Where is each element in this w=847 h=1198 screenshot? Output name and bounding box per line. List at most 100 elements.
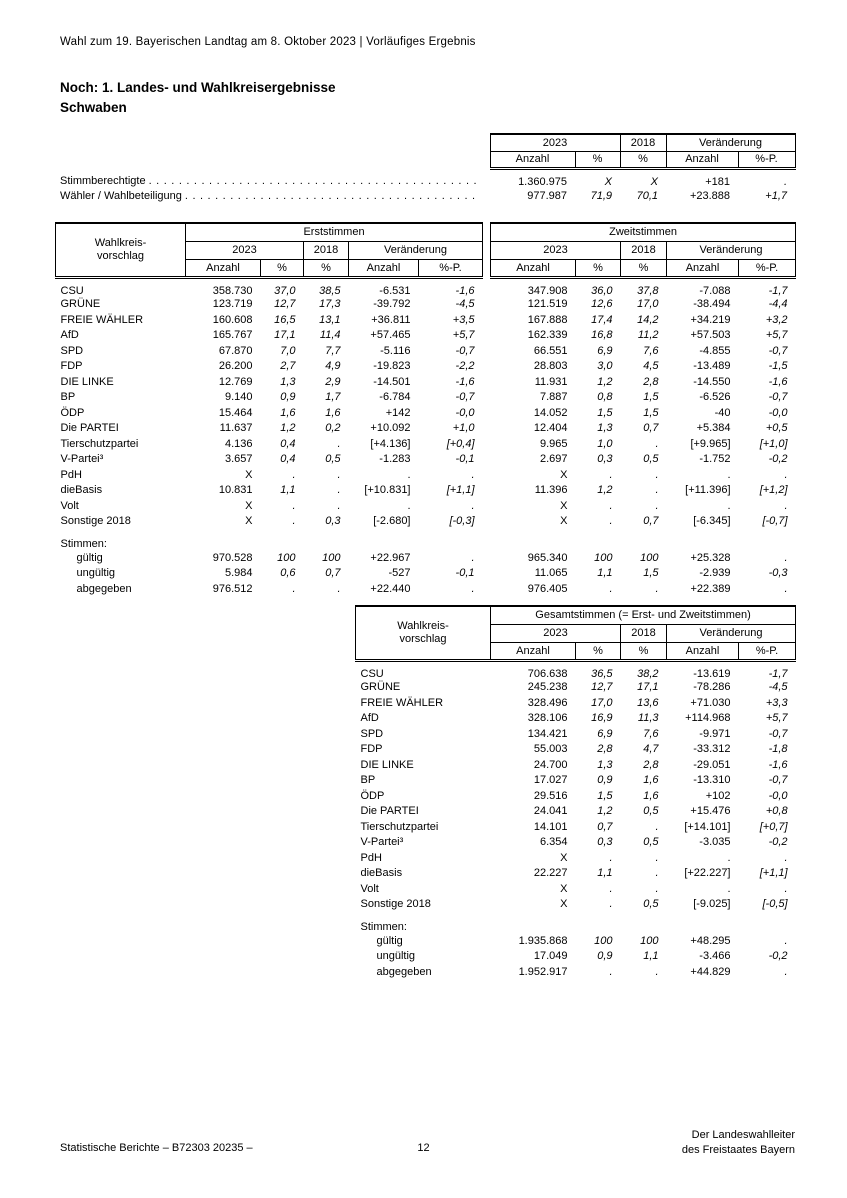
value-cell: 1,2	[280, 422, 296, 435]
value-cell: 328.496	[527, 696, 568, 709]
value-cell: 12.769	[218, 375, 253, 388]
spacer	[483, 259, 491, 277]
value-cell: X	[650, 175, 659, 188]
value-cell: -13.310	[693, 774, 731, 787]
row-label: Sonstige 2018	[60, 515, 131, 528]
title-line-1: Noch: 1. Landes- und Wahlkreisergebnisse	[60, 80, 336, 95]
value-cell: -0,2	[768, 453, 788, 466]
value-cell: -33.312	[693, 743, 731, 756]
value-cell: 12,7	[591, 681, 613, 694]
value-cell: 36,5	[591, 667, 613, 680]
stub-line-1: Wahlkreis-	[94, 236, 147, 249]
value-cell: +5,7	[765, 329, 788, 342]
value-cell: 14.052	[533, 406, 568, 419]
value-cell: 29.516	[533, 789, 568, 802]
value-cell: -3.466	[699, 950, 731, 963]
value-cell: +57.465	[370, 329, 411, 342]
value-cell: -0,7	[768, 344, 788, 357]
spacer	[483, 223, 491, 241]
value-cell: -38.494	[693, 298, 731, 311]
col-header-pct: %	[619, 150, 667, 170]
value-cell: 15.464	[218, 406, 253, 419]
value-cell: -0,0	[768, 789, 788, 802]
row-label: Die PARTEI	[60, 422, 119, 435]
spacer	[483, 359, 491, 375]
col-header-2023: 2023	[489, 133, 621, 152]
spacer	[483, 390, 491, 406]
spacer	[483, 452, 491, 468]
value-cell: -1.752	[699, 453, 731, 466]
value-cell: 0,5	[643, 805, 659, 818]
value-cell: -0,1	[455, 567, 475, 580]
value-cell: .	[337, 499, 341, 512]
value-cell: 358.730	[212, 284, 253, 297]
value-cell: .	[655, 882, 659, 895]
value-cell: .	[609, 582, 613, 595]
party-row: FDP 26.200 2,7 4,9 -19.823 -2,2 28.803 3,0 4,5 -1…	[56, 359, 796, 375]
page-title: Noch: 1. Landes- und Wahlkreisergebnisse…	[60, 78, 336, 118]
value-cell: +25.328	[690, 551, 731, 564]
col-header-pct: %	[303, 258, 349, 279]
col-header-anzahl: Anzahl	[490, 641, 576, 662]
value-cell: .	[609, 882, 613, 895]
party-row: Sonstige 2018 X. 0,3 [-2.680] [-0,3] X. 0,7 [-6…	[56, 514, 796, 530]
value-cell: -14.550	[693, 375, 731, 388]
dotted-leader	[182, 190, 480, 202]
value-cell: +3,2	[765, 313, 788, 326]
value-cell: 1,5	[643, 391, 659, 404]
party-row: GRÜNE 245.238 12,7 17,1 -78.286 -4,5	[356, 680, 796, 696]
summary-header: 2023 2018 Veränderung Anzahl % % Anzahl …	[60, 133, 796, 170]
value-cell: [-0,3]	[449, 515, 475, 528]
spacer	[483, 405, 491, 421]
value-cell: 7,0	[280, 344, 296, 357]
votes-table-header: Wahlkreis- vorschlag Erststimmen Zweitst…	[55, 222, 797, 279]
value-cell: -13.489	[693, 360, 731, 373]
value-cell: 977.987	[527, 189, 567, 202]
row-label: FREIE WÄHLER	[60, 313, 144, 326]
party-row: gültig 1.935.868 100 100 +48.295.	[356, 933, 796, 949]
value-cell: .	[784, 582, 788, 595]
party-row: FDP 55.003 2,8 4,7 -33.312 -1,8	[356, 742, 796, 758]
party-row: ÖDP 15.464 1,6 1,6 +142 -0,0 14.052 1,5 1,5 -40 -0…	[56, 405, 796, 421]
value-cell: +181	[705, 175, 731, 188]
row-label: gültig	[76, 551, 103, 564]
value-cell: 66.551	[533, 344, 568, 357]
party-row: BP 17.027 0,9 1,6 -13.310 -0,7	[356, 773, 796, 789]
row-label: GRÜNE	[60, 298, 101, 311]
value-cell: 1,6	[643, 774, 659, 787]
value-cell: 28.803	[533, 360, 568, 373]
value-cell: 17,1	[637, 681, 659, 694]
value-cell: 2,7	[280, 360, 296, 373]
value-cell: [+11.396]	[685, 484, 731, 497]
col-header-2023: 2023	[185, 240, 304, 260]
party-row: abgegeben 1.952.917.. +44.829.	[356, 964, 796, 980]
value-cell: -1,6	[768, 758, 788, 771]
value-cell: 17,4	[591, 313, 613, 326]
value-cell: .	[655, 582, 659, 595]
party-row: PdH X.... X....	[56, 467, 796, 483]
row-label: BP	[360, 774, 376, 787]
value-cell: .	[655, 867, 659, 880]
value-cell: +36.811	[371, 313, 411, 326]
value-cell: 0,9	[597, 950, 613, 963]
row-label: gültig	[376, 934, 403, 947]
party-row: CSU 706.638 36,5 38,2 -13.619 -1,7	[356, 660, 796, 680]
value-cell: 1.952.917	[518, 965, 568, 978]
row-label: AfD	[360, 712, 379, 725]
value-cell: .	[784, 468, 788, 481]
value-cell: .	[407, 468, 411, 481]
party-row: abgegeben 976.512.. +22.440. 976.405.. +22.3…	[56, 581, 796, 597]
value-cell: [+1,1]	[446, 484, 475, 497]
col-header-pctp: %-P.	[417, 258, 484, 279]
value-cell: 100	[594, 934, 613, 947]
value-cell: -39.792	[373, 298, 411, 311]
row-label: abgegeben	[76, 582, 132, 595]
party-row: SPD 134.421 6,9 7,6 -9.971 -0,7	[356, 726, 796, 742]
value-cell: -0,3	[768, 567, 788, 580]
party-row: dieBasis 10.831 1,1. [+10.831] [+1,1] 11.396 1…	[56, 483, 796, 499]
col-header-pctp: %-P.	[737, 150, 796, 170]
value-cell: 7,6	[643, 727, 659, 740]
value-cell: .	[292, 499, 296, 512]
value-cell: +10.092	[370, 422, 411, 435]
value-cell: .	[655, 851, 659, 864]
